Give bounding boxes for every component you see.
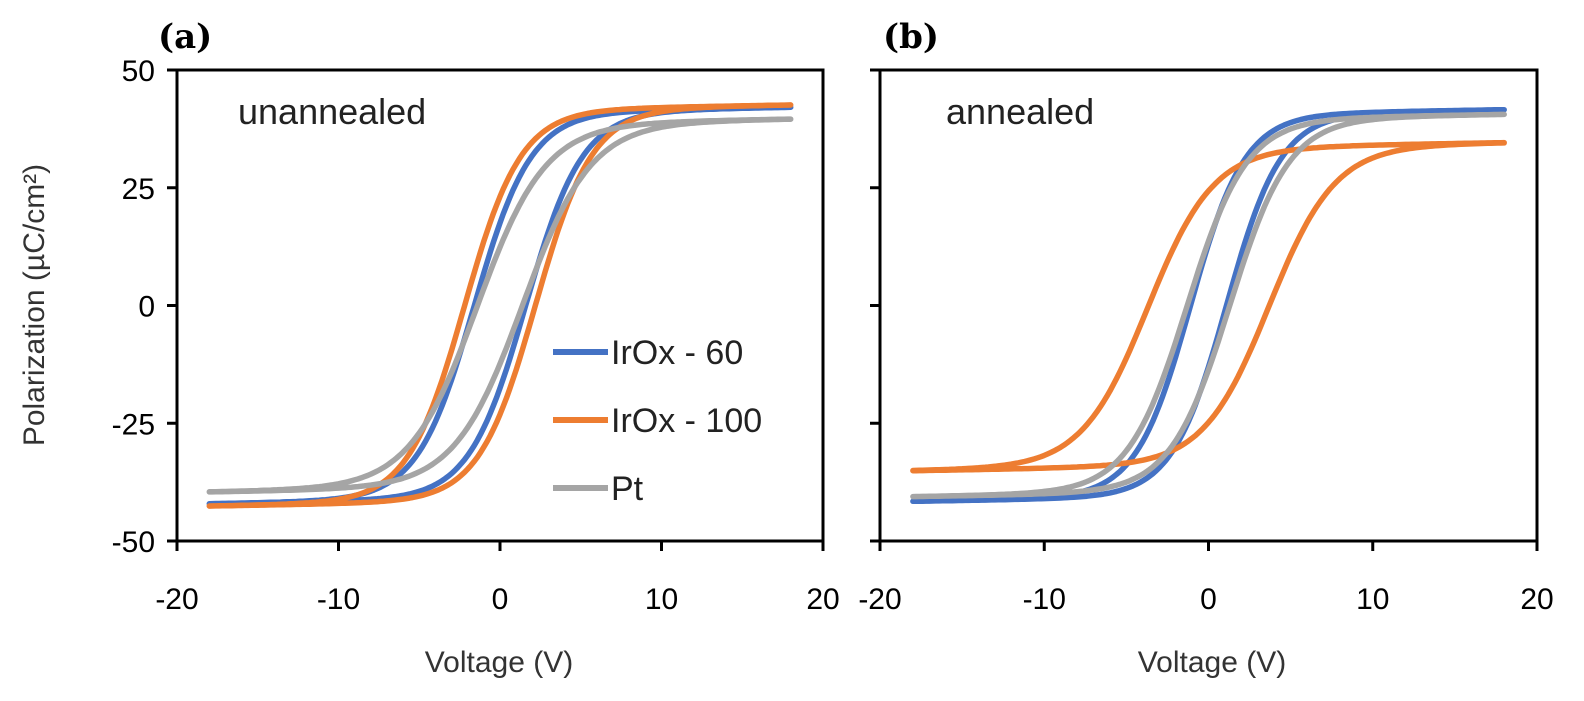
x-tick-label: -10: [1023, 583, 1066, 616]
y-tick-label: -25: [112, 408, 155, 441]
panel-b: -20 -10 0 10 20: [858, 68, 1554, 616]
legend-label: Pt: [611, 470, 644, 508]
series-line-irox-60: [910, 106, 1507, 505]
panel-b-x-axis-title: Voltage (V): [1138, 646, 1286, 679]
x-tick-label: 10: [645, 583, 678, 616]
y-tick-label: 25: [122, 173, 155, 206]
series-line-irox-60: [206, 104, 794, 507]
y-tick-label: 50: [122, 55, 155, 88]
x-tick-label: 20: [806, 583, 839, 616]
plot-frame: [175, 68, 825, 543]
x-tick-label: -20: [858, 583, 901, 616]
panel-a-label: (a): [158, 17, 212, 57]
x-tick-label: 20: [1520, 583, 1553, 616]
panel-a: 50 25 0 -25 -50-20 -10 0 10 20 IrOx - 60 IrOx - 10…: [112, 55, 840, 616]
y-tick-label: 0: [138, 291, 155, 324]
panel-b-annotation: annealed: [946, 91, 1094, 132]
series-line-pt: [910, 111, 1507, 500]
y-tick-label: -50: [112, 526, 155, 559]
x-tick-label: 10: [1356, 583, 1389, 616]
panel-b-label: (b): [883, 17, 939, 57]
y-axis-title: Polarization (µC/cm²): [18, 164, 51, 446]
x-tick-label: -10: [317, 583, 360, 616]
x-tick-label: 0: [492, 583, 509, 616]
series-line-irox-100: [910, 139, 1507, 474]
x-tick-label: -20: [155, 583, 198, 616]
series-line-pt: [206, 116, 794, 495]
x-tick-label: 0: [1200, 583, 1217, 616]
panel-a-x-axis-title: Voltage (V): [425, 646, 573, 679]
legend-label: IrOx - 60: [611, 334, 743, 372]
panel-a-annotation: unannealed: [238, 91, 426, 132]
legend-label: IrOx - 100: [611, 402, 762, 440]
series-line-irox-100: [206, 102, 794, 509]
